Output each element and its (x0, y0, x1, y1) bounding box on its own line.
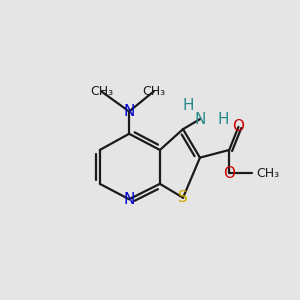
Text: O: O (223, 166, 235, 181)
Text: O: O (232, 119, 244, 134)
Text: CH₃: CH₃ (142, 85, 165, 98)
Text: CH₃: CH₃ (256, 167, 279, 180)
Text: H: H (217, 112, 229, 127)
Text: S: S (178, 190, 188, 205)
Text: N: N (123, 192, 135, 207)
Text: CH₃: CH₃ (90, 85, 113, 98)
Text: H: H (183, 98, 194, 113)
Text: N: N (123, 104, 135, 119)
Text: N: N (194, 112, 206, 127)
